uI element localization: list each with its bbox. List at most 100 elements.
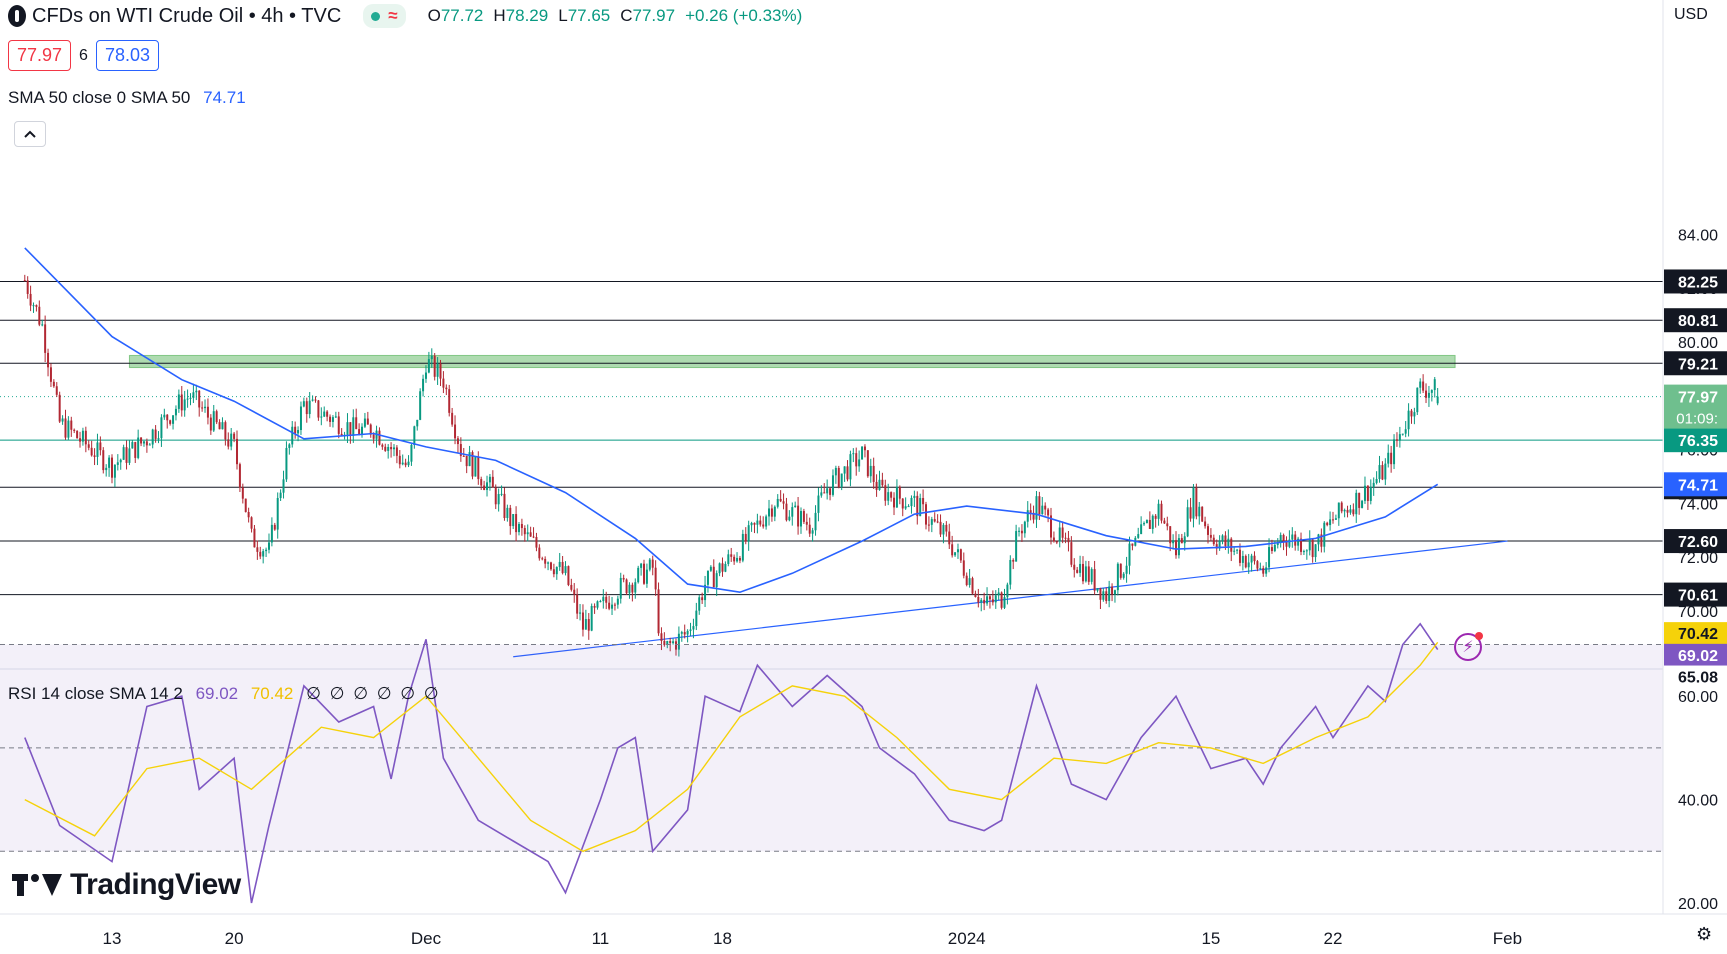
candle[interactable] <box>1361 500 1364 508</box>
candle[interactable] <box>898 486 901 499</box>
candle[interactable] <box>1404 429 1407 434</box>
sell-price-button[interactable]: 77.97 <box>8 40 72 71</box>
candle[interactable] <box>1317 534 1320 545</box>
candle[interactable] <box>422 378 425 392</box>
candle[interactable] <box>436 363 439 377</box>
candle[interactable] <box>1116 563 1119 591</box>
candle[interactable] <box>340 433 343 436</box>
candle[interactable] <box>195 390 198 393</box>
candle[interactable] <box>663 640 666 645</box>
candle[interactable] <box>1416 387 1419 413</box>
candle[interactable] <box>692 626 695 630</box>
candle[interactable] <box>1349 509 1352 513</box>
candle[interactable] <box>1079 563 1082 573</box>
candle[interactable] <box>555 567 558 575</box>
candle[interactable] <box>174 408 177 416</box>
candle[interactable] <box>172 415 175 424</box>
candle[interactable] <box>1177 538 1180 556</box>
candle[interactable] <box>1090 569 1093 582</box>
candle[interactable] <box>925 504 927 525</box>
candle[interactable] <box>387 447 390 451</box>
candle[interactable] <box>974 593 977 597</box>
candle[interactable] <box>1137 534 1140 538</box>
candle[interactable] <box>558 561 561 568</box>
candle[interactable] <box>329 416 332 422</box>
candle[interactable] <box>567 566 570 585</box>
candle[interactable] <box>1006 584 1009 598</box>
candle[interactable] <box>1081 563 1084 582</box>
candle[interactable] <box>520 523 523 529</box>
candle[interactable] <box>1064 537 1067 539</box>
candle[interactable] <box>933 519 936 522</box>
candle[interactable] <box>116 462 119 465</box>
candle[interactable] <box>1108 586 1111 602</box>
candle[interactable] <box>625 579 628 594</box>
candle[interactable] <box>416 419 419 427</box>
candle[interactable] <box>1093 569 1096 591</box>
candle[interactable] <box>628 584 631 594</box>
candle[interactable] <box>1320 534 1323 547</box>
candle[interactable] <box>843 466 846 474</box>
candle[interactable] <box>910 497 913 507</box>
candle[interactable] <box>1369 486 1372 501</box>
candle[interactable] <box>509 507 512 527</box>
candle[interactable] <box>1143 523 1146 525</box>
candle[interactable] <box>1401 433 1404 435</box>
candle[interactable] <box>1276 542 1279 545</box>
candle[interactable] <box>1047 509 1050 516</box>
candle[interactable] <box>497 494 500 505</box>
candle[interactable] <box>302 401 305 407</box>
candle[interactable] <box>1265 567 1268 574</box>
candle[interactable] <box>1105 591 1108 602</box>
candle[interactable] <box>1175 540 1178 556</box>
candle[interactable] <box>523 528 526 535</box>
candle[interactable] <box>1300 538 1303 552</box>
candle[interactable] <box>986 596 989 604</box>
candle[interactable] <box>1346 509 1349 513</box>
candle[interactable] <box>233 433 236 439</box>
candle[interactable] <box>279 492 282 498</box>
candle[interactable] <box>1430 390 1433 393</box>
candle[interactable] <box>73 429 76 431</box>
candle[interactable] <box>326 411 329 417</box>
candle[interactable] <box>770 508 773 517</box>
rsi-legend[interactable]: RSI 14 close SMA 14 2 69.02 70.42 ∅ ∅ ∅ … <box>8 684 441 704</box>
candle[interactable] <box>788 516 791 521</box>
candle[interactable] <box>430 355 433 360</box>
candle[interactable] <box>1221 535 1224 541</box>
candle[interactable] <box>76 430 79 439</box>
resistance-zone[interactable] <box>128 354 1456 369</box>
candle[interactable] <box>84 430 87 445</box>
candle[interactable] <box>35 305 38 307</box>
candle[interactable] <box>994 595 997 603</box>
candle[interactable] <box>643 563 646 584</box>
time-axis[interactable]: 13 20 Dec 11 18 2024 15 22 Feb <box>0 913 1727 948</box>
candle[interactable] <box>276 497 279 530</box>
candle[interactable] <box>893 497 896 508</box>
candle[interactable] <box>747 525 750 542</box>
candle[interactable] <box>1256 561 1259 569</box>
candle[interactable] <box>424 372 427 379</box>
candle[interactable] <box>1384 463 1387 480</box>
candle[interactable] <box>855 453 858 467</box>
candle[interactable] <box>584 619 587 630</box>
candle[interactable] <box>512 514 515 527</box>
candle[interactable] <box>706 570 709 585</box>
market-status[interactable]: ≈ <box>363 4 406 28</box>
candle[interactable] <box>965 575 968 585</box>
candle[interactable] <box>241 487 244 499</box>
candle[interactable] <box>744 533 747 542</box>
candle[interactable] <box>1076 569 1079 573</box>
candle[interactable] <box>462 455 465 457</box>
candle[interactable] <box>1326 522 1329 526</box>
candle[interactable] <box>631 584 634 593</box>
candle[interactable] <box>477 456 480 480</box>
candle[interactable] <box>829 488 832 495</box>
candle[interactable] <box>971 578 974 594</box>
candle[interactable] <box>738 557 741 561</box>
candle[interactable] <box>180 394 183 411</box>
candle[interactable] <box>488 476 491 483</box>
candle[interactable] <box>1099 588 1102 600</box>
candle[interactable] <box>1334 518 1337 520</box>
candle[interactable] <box>1233 550 1236 552</box>
